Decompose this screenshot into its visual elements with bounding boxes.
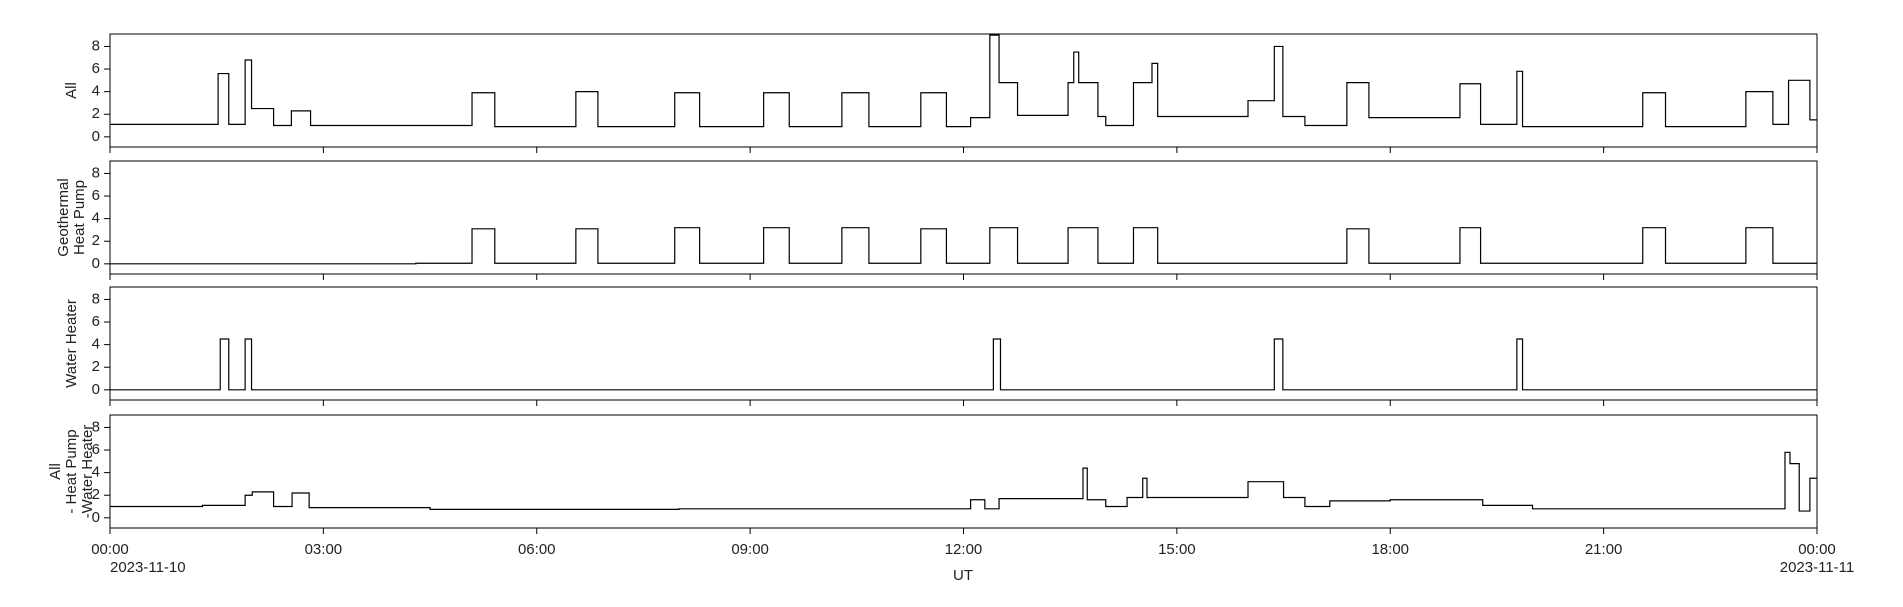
y-tick-label: 4	[92, 210, 100, 227]
x-tick-label: 00:00	[1798, 541, 1836, 558]
y-axis-label: Geothermal	[55, 178, 72, 256]
y-tick-label: 8	[92, 37, 100, 54]
data-line	[110, 227, 1817, 265]
x-tick-label: 06:00	[518, 541, 556, 558]
panel-frame	[109, 33, 1818, 148]
y-tick-label: 2	[92, 358, 100, 375]
y-tick-label: 0	[92, 255, 100, 272]
y-axis-label: Heat Pump	[71, 180, 88, 255]
panel-frame	[109, 414, 1818, 529]
y-tick-label: 4	[92, 83, 100, 100]
y-axis-label: Water Heater	[63, 299, 80, 388]
data-line	[110, 451, 1817, 512]
y-tick-label: 6	[92, 60, 100, 77]
x-tick-label: 15:00	[1158, 541, 1196, 558]
data-line	[110, 338, 1817, 391]
y-tick-label: 8	[92, 164, 100, 181]
data-line	[110, 34, 1817, 128]
y-tick-label: 2	[92, 232, 100, 249]
y-tick-label: 2	[92, 105, 100, 122]
x-date-label: 2023-11-11	[1780, 559, 1855, 576]
y-tick-label: 4	[92, 336, 100, 353]
y-tick-label: 4	[92, 464, 100, 481]
y-axis-label: All	[63, 82, 80, 99]
x-axis-label: UT	[953, 567, 973, 584]
y-tick-label: 2	[92, 486, 100, 503]
y-tick-label: 8	[92, 418, 100, 435]
y-tick-label: 8	[92, 290, 100, 307]
y-tick-label: 0	[92, 509, 100, 526]
y-tick-label: 0	[92, 128, 100, 145]
y-axis-label: All	[47, 463, 64, 480]
x-tick-label: 21:00	[1585, 541, 1623, 558]
y-tick-label: 6	[92, 313, 100, 330]
y-axis-label: -Water Heater	[79, 425, 96, 519]
x-date-label: 2023-11-10	[110, 559, 186, 576]
x-tick-label: 18:00	[1371, 541, 1409, 558]
y-tick-label: 0	[92, 381, 100, 398]
panel-frame	[109, 286, 1818, 401]
x-tick-label: 12:00	[945, 541, 983, 558]
x-tick-label: 03:00	[305, 541, 343, 558]
x-tick-label: 00:00	[91, 541, 129, 558]
y-tick-label: 6	[92, 441, 100, 458]
x-tick-label: 09:00	[731, 541, 769, 558]
y-tick-label: 6	[92, 187, 100, 204]
y-axis-label: - Heat Pump	[63, 429, 80, 513]
panel-frame	[109, 160, 1818, 275]
